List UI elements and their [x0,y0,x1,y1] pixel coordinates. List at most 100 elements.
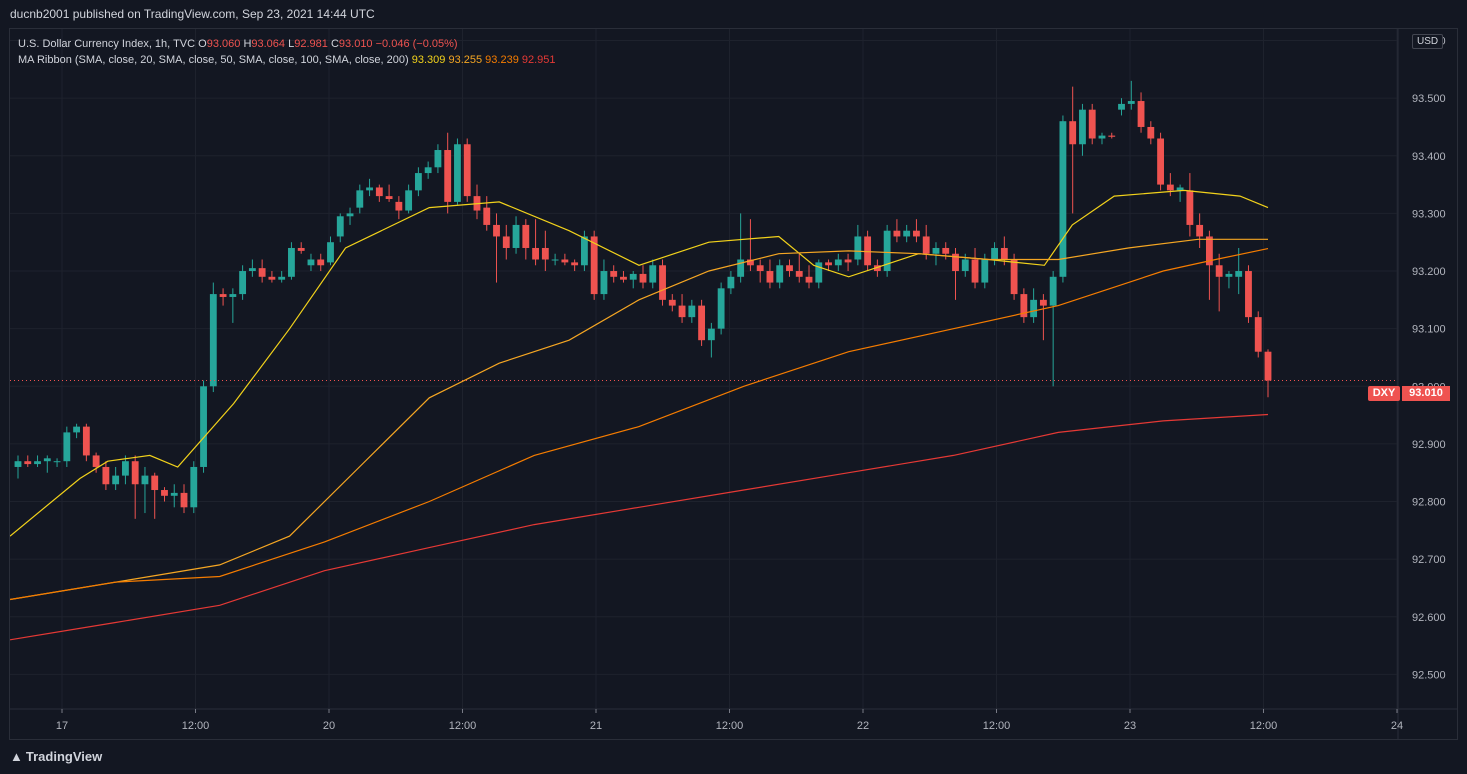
symbol-price-tag: DXY [1368,386,1400,401]
candle-body-down [922,236,930,254]
candle-body-up [580,236,588,266]
candle-body-up [1079,109,1086,145]
candle-body-down [1010,259,1018,295]
candle-body-up [512,224,520,248]
candle-body-down [82,426,90,456]
candle-body-down [620,276,627,280]
time-tick-label: 12:00 [716,720,744,732]
time-axis: 17 12:00 20 12:00 21 12:00 22 12:00 23 12:00 24 [10,708,1457,732]
candle-body-down [844,259,852,263]
candle-body-down [942,247,950,254]
ma-ribbon-description: MA Ribbon (SMA, close, 20, SMA, close, 5… [18,54,409,66]
candle-body-up [190,466,198,508]
candle-body-down [493,224,500,237]
candle-body-down [161,490,168,496]
ma-line [10,189,1269,537]
candle-body-up [34,461,41,465]
candle-body-up [961,259,969,272]
candle-body-up [73,426,81,433]
candle-body-down [1245,271,1252,318]
ma-line [10,238,1268,601]
tradingview-logo[interactable]: ▲ TradingView [10,749,102,764]
candle-body-up [122,461,129,476]
candle-body-down [375,187,383,197]
candle-body-up [1049,276,1057,306]
time-tick-label: 12:00 [182,720,210,732]
candle-body-down [795,271,803,277]
time-tick-label: 12:00 [449,720,477,732]
candle-body-up [727,276,735,289]
publisher-bar: ducnb2001 published on TradingView.com, … [0,0,1467,28]
candle-body-down [786,265,793,272]
time-tick-label: 24 [1391,720,1403,732]
candle-body-down [1088,109,1096,139]
close-value: 93.010 [338,38,373,50]
candle-body-up [112,475,120,485]
candle-body-down [92,455,100,467]
candle-body-up [649,265,657,283]
candle-body-up [366,187,373,191]
time-tick-label: 21 [590,720,602,732]
candle-body-up [327,242,334,263]
ma-line [10,248,1269,601]
candle-body-up [200,386,207,467]
candle-body-down [1020,294,1028,318]
price-tick-label: 92.900 [1412,439,1446,451]
candle-body-down [766,271,774,283]
candle-body-up [229,294,237,297]
candle-body-down [1000,247,1008,260]
grid-lines [10,29,1398,709]
candle-body-down [747,259,754,266]
currency-button[interactable]: USD [1412,34,1444,49]
candle-body-up [717,288,725,329]
candle-body-up [737,259,745,277]
candle-body-up [815,262,823,283]
candle-body-down [1196,224,1204,237]
candle-body-up [903,230,911,237]
candle-body-down [317,259,325,266]
candle-body-up [43,458,51,462]
candle-body-down [483,207,491,225]
candle-body-down [395,201,403,211]
ma100-value: 93.239 [485,54,519,66]
candle-body-up [1235,271,1243,277]
low-label: L [288,38,295,50]
candle-body-up [883,230,891,272]
change-value: −0.046 (−0.05%) [375,38,458,50]
candle-body-down [297,247,305,251]
candle-body-up [1225,273,1233,277]
ma200-value: 92.951 [521,54,556,66]
candle-body-down [610,271,618,277]
price-tick-label: 93.300 [1412,208,1446,220]
candle-body-up [600,271,608,295]
candle-body-down [180,492,188,508]
candle-body-down [893,230,901,237]
candle-body-down [561,259,569,263]
candle-body-down [131,461,139,485]
candle-body-down [1039,299,1047,306]
candle-body-up [170,492,178,496]
candle-body-down [1166,184,1174,191]
price-tick-label: 93.200 [1412,266,1446,278]
price-chart[interactable]: 93.60093.50093.40093.30093.20093.10093.0… [10,29,1457,739]
candle-body-down [258,268,266,277]
chart-panel[interactable]: 93.60093.50093.40093.30093.20093.10093.0… [9,28,1458,740]
tradingview-brand-text: TradingView [25,749,103,764]
time-tick-label: 22 [857,720,869,732]
open-label: O [198,38,207,50]
candle-body-up [1176,187,1184,191]
publisher-text: ducnb2001 published on TradingView.com, … [10,7,375,21]
candle-body-down [24,461,32,465]
symbol-description: U.S. Dollar Currency Index, 1h, TVC [18,38,196,50]
price-tick-label: 93.100 [1412,324,1446,336]
time-tick-label: 23 [1124,720,1136,732]
price-tick-label: 92.800 [1412,497,1446,509]
candle-body-up [454,144,461,202]
candle-body-down [1215,265,1223,277]
candle-body-up [707,328,715,341]
candle-body-up [1030,299,1038,318]
candle-body-down [151,475,159,491]
candle-body-down [502,236,510,248]
candle-body-down [1254,317,1262,352]
candle-body-up [14,461,22,467]
